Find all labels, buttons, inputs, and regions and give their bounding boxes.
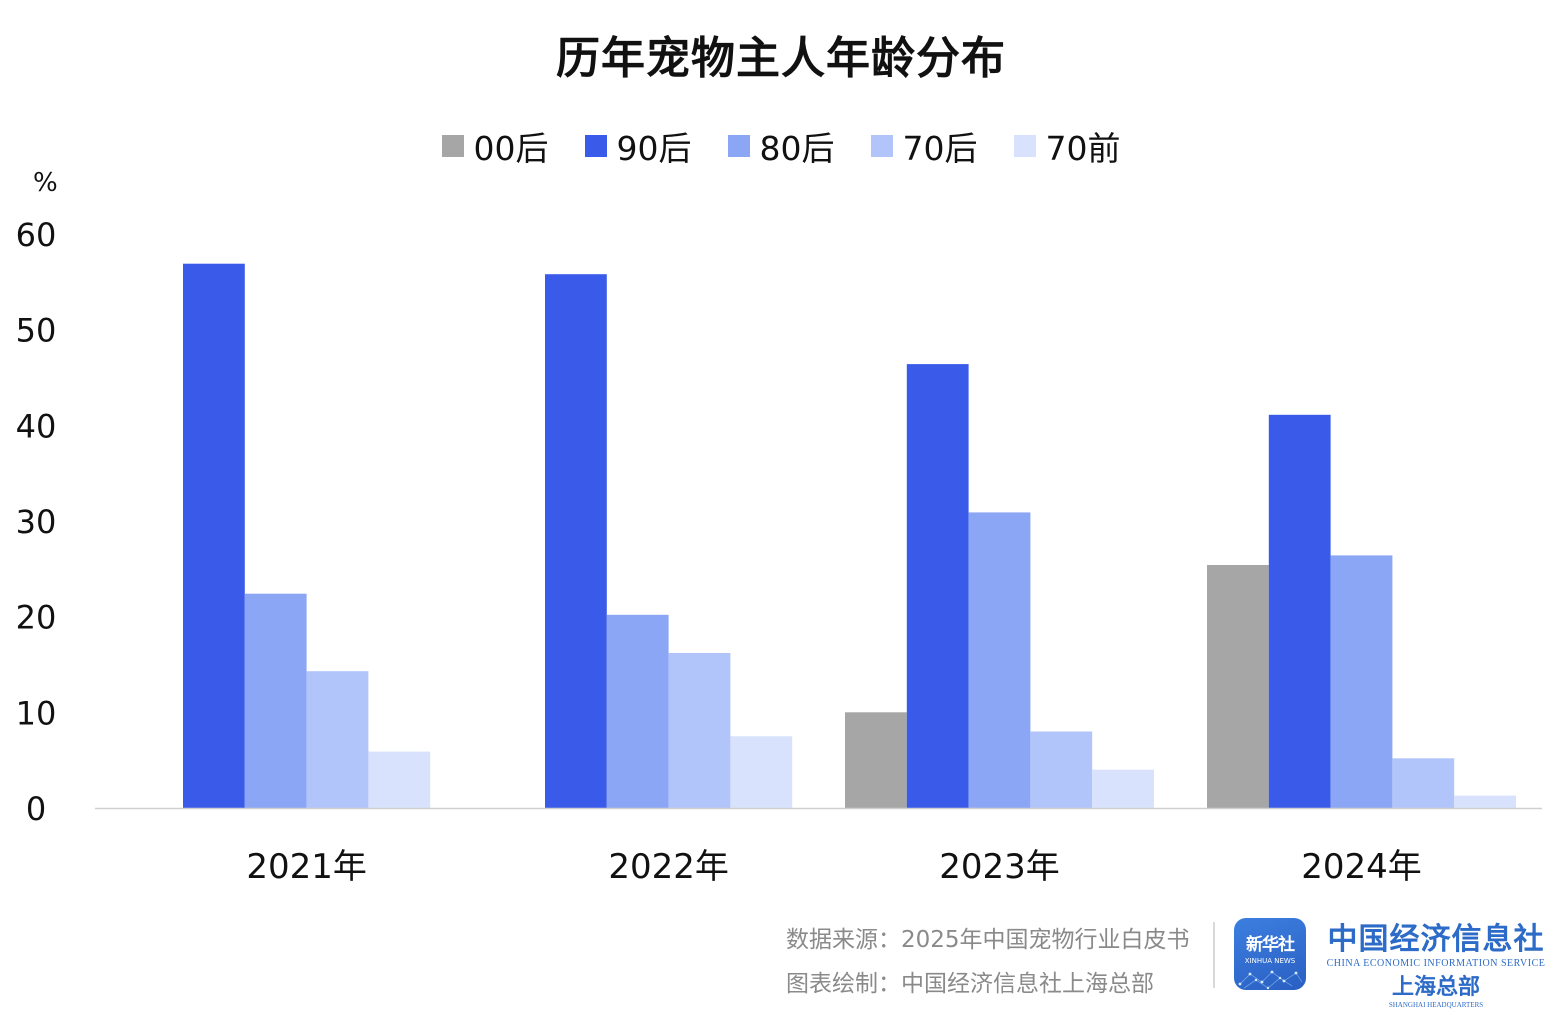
y-tick-label: 20 [16, 599, 57, 637]
bar [730, 736, 793, 809]
footer-divider [1213, 922, 1215, 988]
legend-swatch [1013, 135, 1036, 157]
bar [845, 712, 907, 808]
bar [244, 593, 307, 808]
legend-item: 70后 [870, 122, 978, 170]
y-tick-label: 10 [16, 694, 57, 732]
bar [668, 653, 731, 808]
ceis-logo: 中国经济信息社 CHINA ECONOMIC INFORMATION SERVI… [1322, 914, 1550, 1009]
bar [368, 751, 431, 808]
shanghai-hq-en: SHANGHAI HEADQUARTERS [1388, 1001, 1484, 1009]
legend-label: 70前 [1045, 129, 1121, 168]
x-tick-label: 2024年 [1301, 847, 1422, 887]
legend-item: 70前 [1013, 122, 1121, 170]
bar [545, 274, 607, 808]
legend-label: 00后 [473, 129, 549, 168]
bar [306, 671, 369, 808]
legend-item: 90后 [584, 122, 692, 170]
chart-credit: 图表绘制：中国经济信息社上海总部 [786, 971, 1154, 997]
legend-swatch [584, 135, 607, 157]
footer-text: 数据来源：2025年中国宠物行业白皮书 图表绘制：中国经济信息社上海总部 [786, 918, 1190, 1006]
bar [1092, 769, 1154, 808]
bar [606, 614, 669, 808]
bar [906, 364, 969, 808]
legend-item: 80后 [727, 122, 835, 170]
xinhua-logo-subtext: XINHUA NEWS [1244, 957, 1296, 965]
legend-item: 00后 [441, 122, 549, 170]
bar [183, 263, 245, 808]
y-tick-label: 60 [16, 216, 57, 254]
bar [1207, 565, 1269, 808]
bar [1454, 795, 1516, 808]
chart-title: 历年宠物主人年龄分布 [556, 33, 1006, 84]
legend-label: 90后 [616, 129, 692, 168]
bar [1268, 414, 1331, 808]
legend-label: 80后 [759, 129, 835, 168]
bar-chart: 0 10 20 30 40 50 60 2021年 2022年 2023年 2024年 [16, 216, 1542, 887]
legend-swatch [727, 135, 750, 157]
bar [968, 512, 1031, 808]
legend-swatch [441, 135, 464, 157]
bar [1030, 731, 1093, 808]
xinhua-logo: 新华社 XINHUA NEWS [1234, 918, 1306, 990]
y-tick-label: 50 [16, 312, 57, 350]
data-source: 数据来源：2025年中国宠物行业白皮书 [786, 927, 1190, 953]
x-tick-label: 2022年 [608, 847, 729, 887]
bar [1392, 758, 1455, 808]
xinhua-logo-text: 新华社 [1246, 935, 1295, 955]
x-tick-label: 2021年 [246, 847, 367, 887]
y-tick-label: 40 [16, 407, 57, 445]
y-tick-label: 0 [26, 790, 46, 828]
ceis-logo-en: CHINA ECONOMIC INFORMATION SERVICE [1326, 958, 1546, 969]
network-dots-icon [1238, 970, 1303, 990]
bar [1330, 555, 1393, 808]
y-tick-label: 30 [16, 503, 57, 541]
ceis-logo-cn: 中国经济信息社 [1327, 922, 1545, 957]
legend-swatch [870, 135, 893, 157]
legend-label: 70后 [902, 129, 978, 168]
x-tick-label: 2023年 [939, 847, 1060, 887]
y-axis-unit: % [33, 168, 58, 198]
chart-legend: 00后 90后 80后 70后 70前 [0, 122, 1562, 170]
shanghai-hq-cn: 上海总部 [1391, 974, 1480, 1000]
